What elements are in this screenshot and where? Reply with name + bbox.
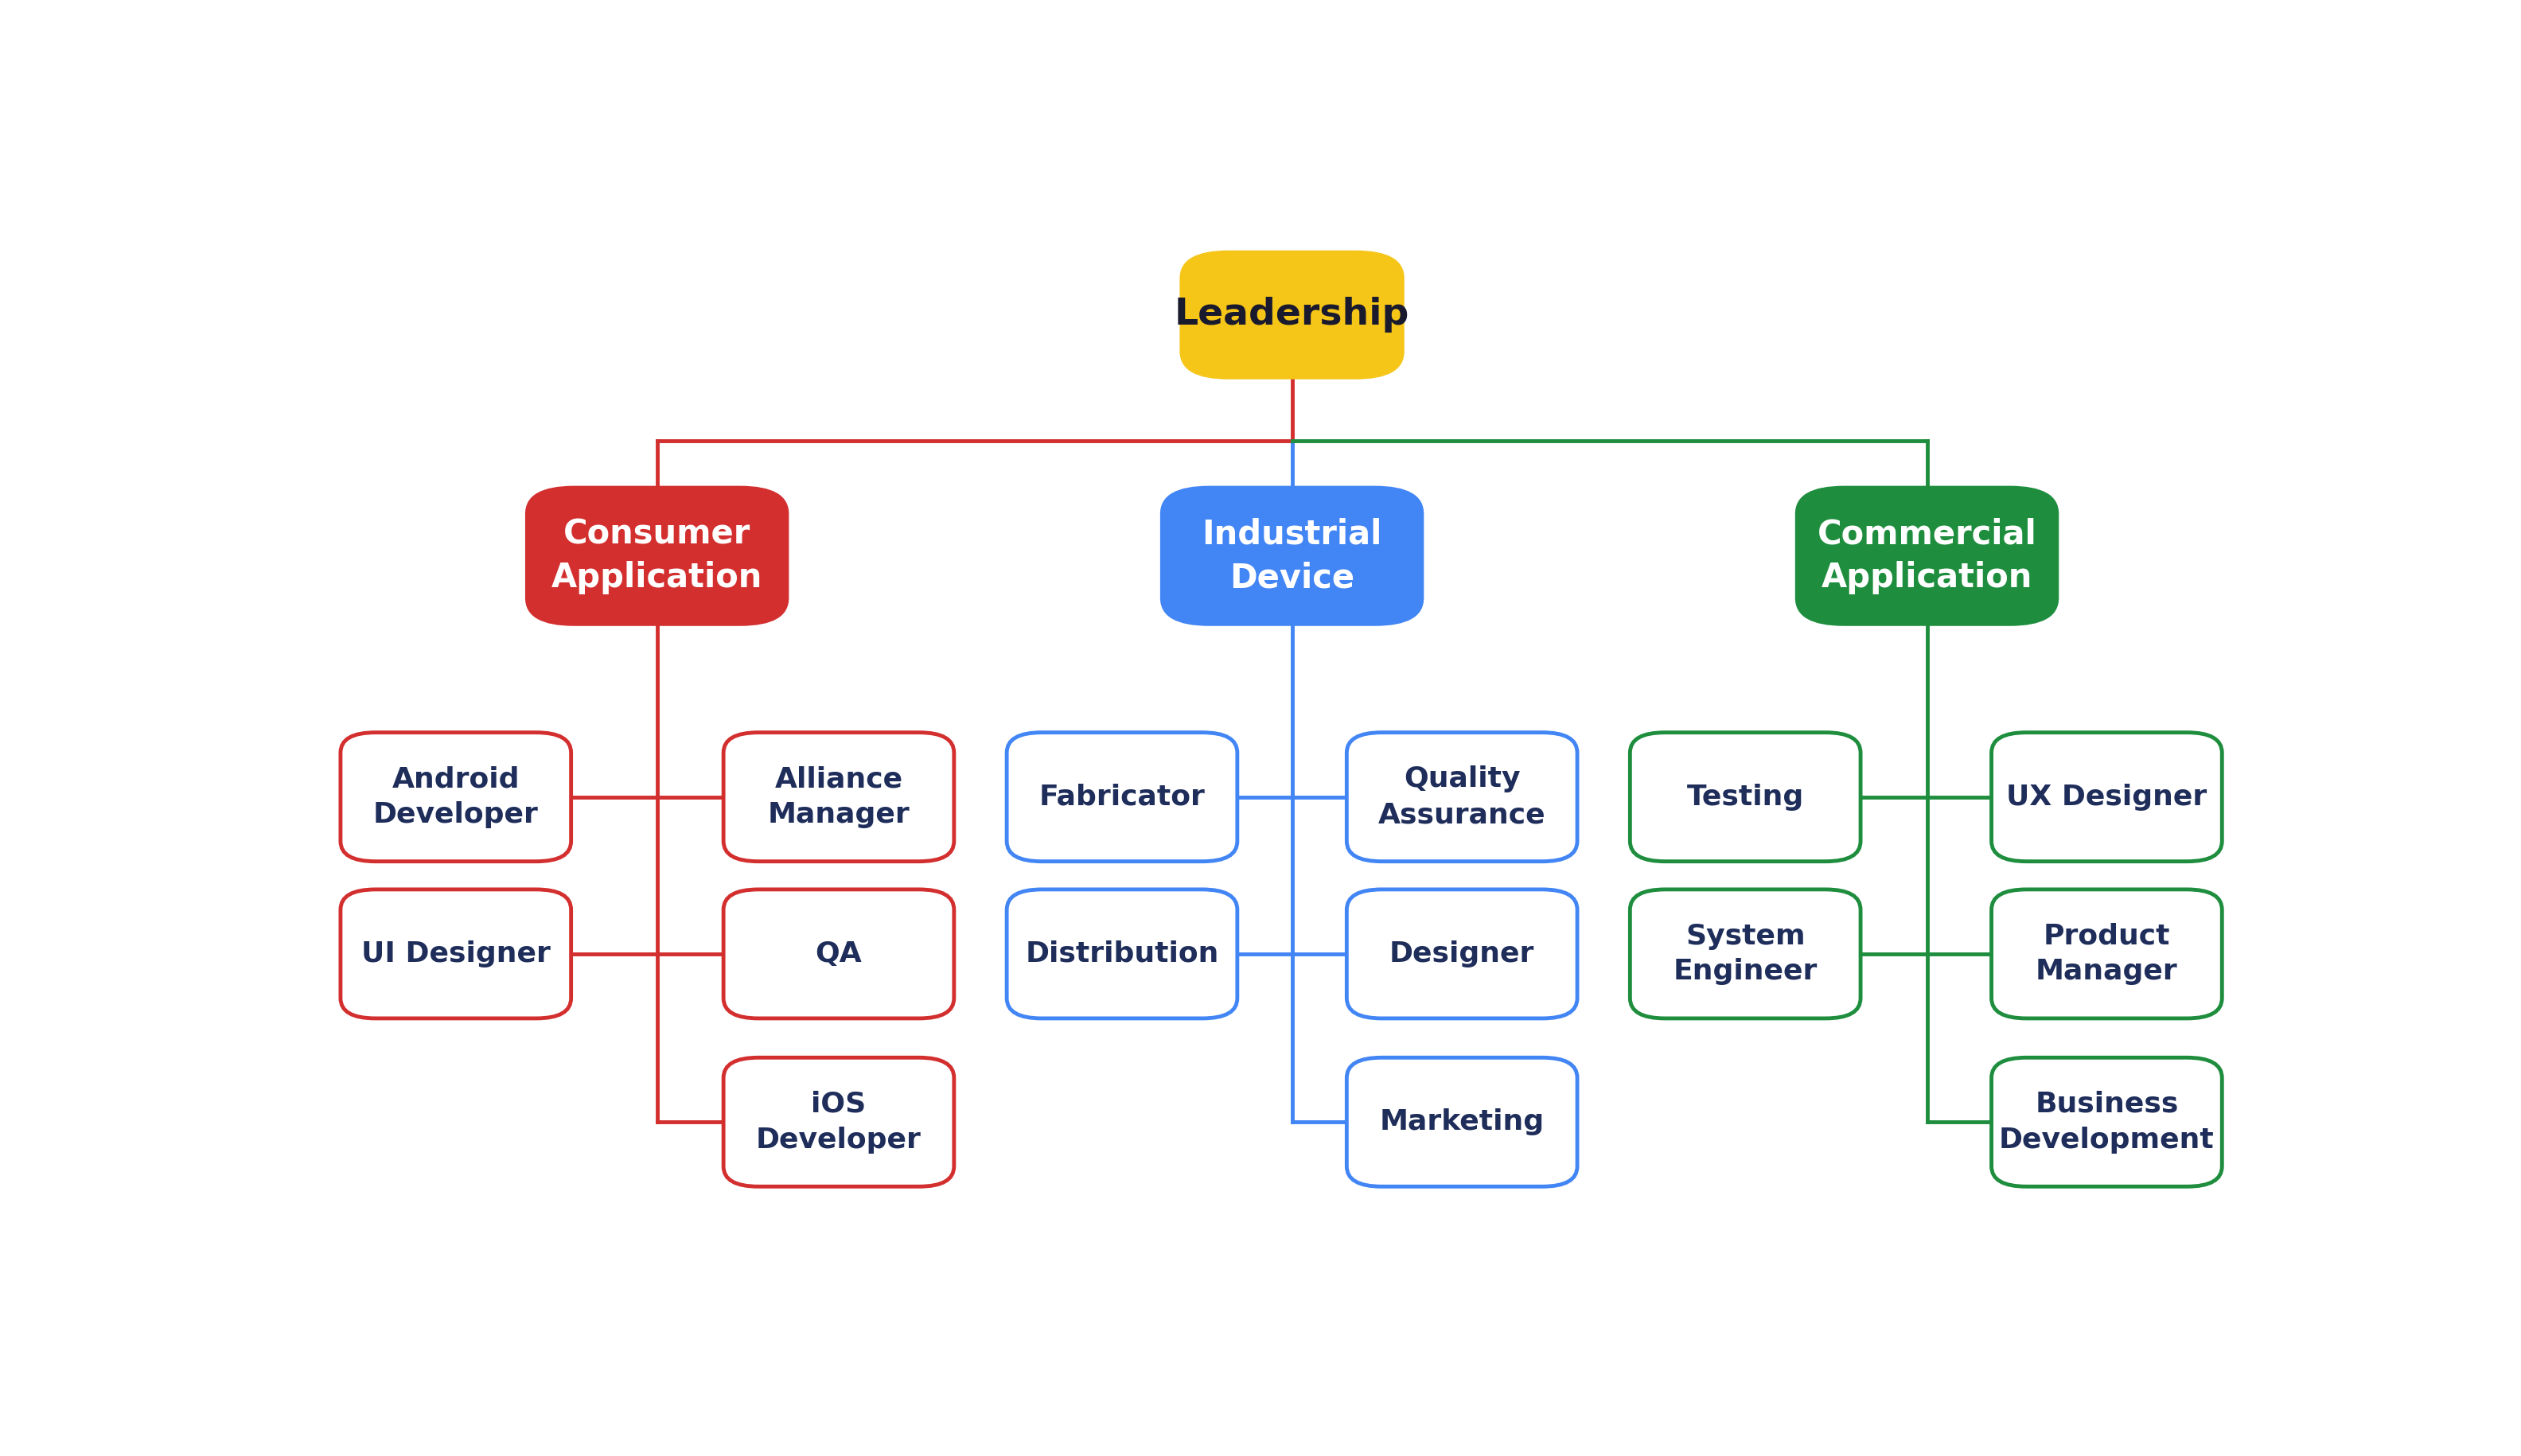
Text: UI Designer: UI Designer [361,941,550,967]
FancyBboxPatch shape [724,1057,953,1187]
Text: Commercial
Application: Commercial Application [1818,517,2037,594]
FancyBboxPatch shape [1346,732,1578,862]
FancyBboxPatch shape [724,890,953,1018]
Text: Android
Developer: Android Developer [373,766,539,828]
Text: Quality
Assurance: Quality Assurance [1379,766,1545,828]
Text: QA: QA [814,941,862,967]
Text: Alliance
Manager: Alliance Manager [766,766,910,828]
FancyBboxPatch shape [340,732,572,862]
Text: Product
Manager: Product Manager [2034,923,2178,986]
FancyBboxPatch shape [1992,890,2221,1018]
Text: Marketing: Marketing [1379,1108,1545,1136]
FancyBboxPatch shape [1631,890,1860,1018]
FancyBboxPatch shape [1180,250,1404,380]
Text: iOS
Developer: iOS Developer [756,1091,923,1153]
FancyBboxPatch shape [1631,732,1860,862]
FancyBboxPatch shape [1006,890,1238,1018]
Text: Consumer
Application: Consumer Application [552,517,764,594]
FancyBboxPatch shape [1992,732,2221,862]
FancyBboxPatch shape [1346,890,1578,1018]
FancyBboxPatch shape [1992,1057,2221,1187]
FancyBboxPatch shape [724,732,953,862]
FancyBboxPatch shape [1795,486,2060,626]
Text: Distribution: Distribution [1026,941,1218,967]
Text: Designer: Designer [1389,941,1535,967]
Text: UX Designer: UX Designer [2007,783,2206,811]
Text: Industrial
Device: Industrial Device [1203,517,1382,594]
Text: Fabricator: Fabricator [1039,783,1205,811]
Text: Testing: Testing [1687,783,1805,811]
Text: System
Engineer: System Engineer [1674,923,1818,986]
FancyBboxPatch shape [1160,486,1424,626]
FancyBboxPatch shape [1006,732,1238,862]
Text: Leadership: Leadership [1175,297,1409,333]
FancyBboxPatch shape [1346,1057,1578,1187]
Text: Business
Development: Business Development [1999,1091,2213,1153]
FancyBboxPatch shape [524,486,789,626]
FancyBboxPatch shape [340,890,572,1018]
